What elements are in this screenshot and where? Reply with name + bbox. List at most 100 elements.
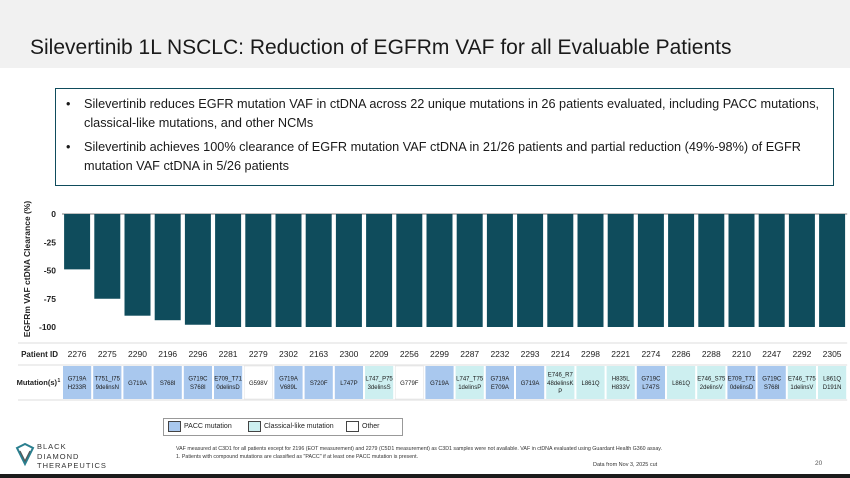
patient-id: 2293 bbox=[521, 349, 540, 359]
mutation-label: L861Q bbox=[823, 377, 841, 383]
mutation-label: G598V bbox=[249, 381, 268, 387]
mutation-cell-other bbox=[394, 365, 424, 400]
mutation-cell-other bbox=[243, 365, 273, 400]
bar bbox=[215, 214, 242, 327]
page-title: Silevertinib 1L NSCLC: Reduction of EGFR… bbox=[30, 36, 732, 59]
mutation-cell-pacc bbox=[153, 366, 182, 399]
legend-swatch-classical bbox=[248, 421, 261, 432]
mutation-cell-classical bbox=[697, 366, 726, 399]
patient-id: 2214 bbox=[551, 349, 570, 359]
mutation-label: S768I bbox=[160, 381, 176, 387]
mutation-label: G719A bbox=[491, 377, 510, 383]
mutation-cell-pacc bbox=[636, 366, 665, 399]
mutation-cell-pacc bbox=[485, 366, 514, 399]
patient-id: 2256 bbox=[400, 349, 419, 359]
data-cut-date: Data from Nov 3, 2025 cut bbox=[593, 462, 658, 468]
legend-item-pacc: PACC mutation bbox=[168, 421, 232, 432]
patient-id: 2299 bbox=[430, 349, 449, 359]
diamond-logo-icon bbox=[15, 442, 35, 467]
mutation-label: H835L bbox=[612, 377, 630, 383]
mutation-cell-classical bbox=[818, 366, 847, 399]
patient-id: 2196 bbox=[158, 349, 177, 359]
mutation-label: S720F bbox=[310, 381, 328, 387]
mutation-label: G719A bbox=[279, 377, 298, 383]
bar bbox=[698, 214, 725, 327]
patient-id: 2305 bbox=[823, 349, 842, 359]
mutation-label: P bbox=[558, 389, 562, 395]
y-tick-label: -25 bbox=[44, 237, 57, 247]
bar bbox=[788, 214, 815, 327]
mutation-label: 1delinsV bbox=[790, 385, 813, 391]
mutation-label: G719A bbox=[68, 377, 87, 383]
mutation-label: G719A bbox=[128, 381, 147, 387]
mutation-cell-pacc bbox=[93, 366, 122, 399]
patient-id: 2281 bbox=[219, 349, 238, 359]
bullet-item: • Silevertinib achieves 100% clearance of… bbox=[66, 140, 801, 173]
patient-id: 2300 bbox=[339, 349, 358, 359]
mutation-cell-pacc bbox=[183, 366, 212, 399]
patient-id: 2287 bbox=[460, 349, 479, 359]
mutation-label: E746_R7 bbox=[548, 373, 574, 379]
bar bbox=[758, 214, 785, 327]
y-tick-label: -100 bbox=[39, 322, 56, 332]
bullet-item: • Silevertinib reduces EGFR mutation VAF … bbox=[66, 97, 820, 130]
mutation-label: V689L bbox=[280, 385, 298, 391]
bar bbox=[64, 214, 91, 270]
patient-id: 2209 bbox=[370, 349, 389, 359]
y-tick-label: -50 bbox=[44, 266, 57, 276]
mutation-footnote-marker: 1 bbox=[58, 378, 61, 384]
bar bbox=[184, 214, 211, 325]
bar bbox=[577, 214, 604, 327]
patient-id: 2279 bbox=[249, 349, 268, 359]
bottom-bar bbox=[0, 474, 850, 478]
mutation-label: E709A bbox=[491, 385, 509, 391]
mutation-label: 2delinsV bbox=[700, 385, 723, 391]
mutation-label: L861Q bbox=[672, 381, 690, 387]
bar bbox=[335, 214, 362, 327]
bar bbox=[305, 214, 332, 327]
patient-id: 2288 bbox=[702, 349, 721, 359]
patient-id: 2275 bbox=[98, 349, 117, 359]
page-number: 20 bbox=[815, 460, 823, 467]
mutation-label: E709_T71 bbox=[214, 377, 242, 383]
patient-id: 2247 bbox=[762, 349, 781, 359]
mutation-cell-classical bbox=[606, 366, 635, 399]
mutation-label: G719C bbox=[762, 377, 782, 383]
bar bbox=[517, 214, 544, 327]
mutation-cell-pacc bbox=[334, 366, 363, 399]
logo-line-2: DIAMOND bbox=[37, 451, 80, 461]
mutation-label: 9delinsN bbox=[96, 385, 119, 391]
patient-id: 2296 bbox=[188, 349, 207, 359]
legend-swatch-pacc bbox=[168, 421, 181, 432]
bar bbox=[275, 214, 302, 327]
mutation-label: E709_T71 bbox=[728, 377, 756, 383]
mutation-label: L747_T75 bbox=[456, 377, 484, 383]
mutation-label: 0delinsD bbox=[216, 385, 240, 391]
bar bbox=[426, 214, 453, 327]
bullet-marker: • bbox=[66, 140, 71, 154]
mutation-row-label: Mutation(s) bbox=[17, 378, 58, 387]
bullet-marker: • bbox=[66, 97, 71, 111]
mutation-cell-pacc bbox=[516, 366, 545, 399]
patient-id: 2298 bbox=[581, 349, 600, 359]
bar bbox=[245, 214, 272, 327]
bar bbox=[124, 214, 151, 316]
bar bbox=[94, 214, 121, 299]
summary-box: • Silevertinib reduces EGFR mutation VAF … bbox=[55, 88, 834, 186]
mutation-label: T751_I75 bbox=[95, 377, 121, 383]
mutation-label: G719A bbox=[521, 381, 540, 387]
mutation-label: 1delinsP bbox=[458, 385, 481, 391]
mutation-label: G719C bbox=[641, 377, 661, 383]
patient-id: 2232 bbox=[490, 349, 509, 359]
patient-id-row-label: Patient ID bbox=[21, 350, 58, 359]
logo-line-1: BLACK bbox=[37, 442, 67, 451]
mutation-cell-pacc bbox=[214, 366, 243, 399]
mutation-label: E746_S75 bbox=[697, 377, 726, 383]
mutation-label: G719C bbox=[188, 377, 208, 383]
legend: PACC mutation Classical-like mutation Ot… bbox=[163, 418, 403, 436]
mutation-cell-pacc bbox=[274, 366, 303, 399]
legend-item-other: Other bbox=[346, 421, 380, 432]
footnote-2: 1. Patients with compound mutations are … bbox=[176, 454, 419, 460]
mutation-cell-classical bbox=[365, 366, 394, 399]
y-tick-label: -75 bbox=[44, 294, 57, 304]
